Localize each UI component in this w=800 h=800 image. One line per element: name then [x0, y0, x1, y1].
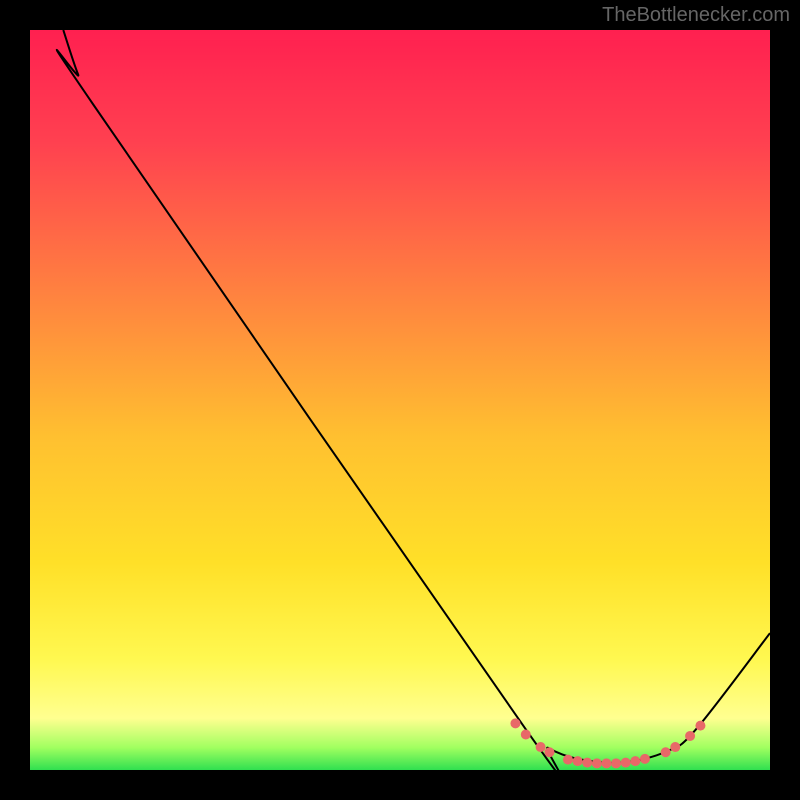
- data-dot: [563, 755, 573, 765]
- data-dot: [510, 718, 520, 728]
- data-dot: [601, 758, 611, 768]
- data-dot: [592, 758, 602, 768]
- dots-group: [510, 718, 705, 768]
- data-dot: [670, 742, 680, 752]
- data-dot: [661, 747, 671, 757]
- data-dot: [536, 742, 546, 752]
- data-dot: [685, 731, 695, 741]
- data-dot: [621, 758, 631, 768]
- chart-container: TheBottlenecker.com: [0, 0, 800, 800]
- data-dot: [521, 729, 531, 739]
- curve-overlay: [30, 30, 770, 770]
- bottleneck-curve: [57, 30, 770, 770]
- chart-plot-area: [30, 30, 770, 770]
- watermark-text: TheBottlenecker.com: [602, 4, 790, 27]
- data-dot: [573, 756, 583, 766]
- data-dot: [611, 758, 621, 768]
- data-dot: [544, 747, 554, 757]
- data-dot: [630, 756, 640, 766]
- data-dot: [582, 758, 592, 768]
- data-dot: [640, 754, 650, 764]
- data-dot: [695, 721, 705, 731]
